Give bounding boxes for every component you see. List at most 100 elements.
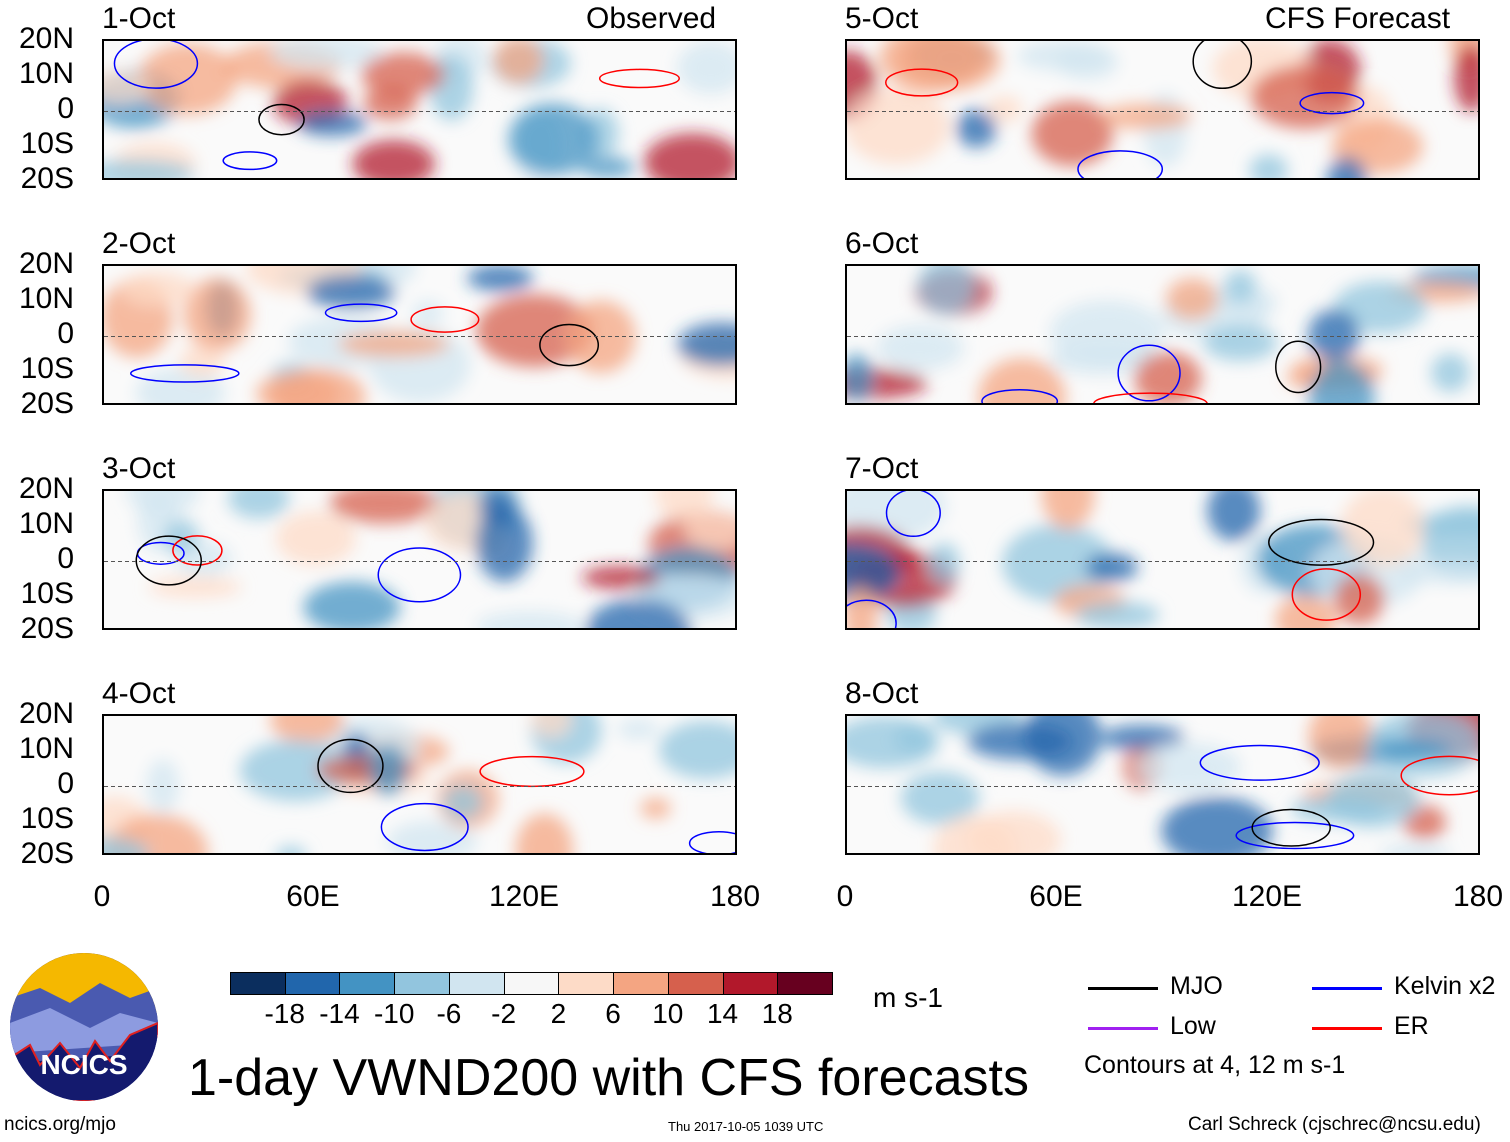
- contour-line: [598, 68, 680, 89]
- contour-note: Contours at 4, 12 m s-1: [1084, 1051, 1346, 1079]
- anomaly-region: [475, 611, 585, 628]
- map-panel: [845, 39, 1480, 180]
- colorbar-label: 6: [605, 998, 621, 1029]
- contour-line: [1299, 91, 1365, 115]
- legend-label: Kelvin x2: [1394, 972, 1496, 1000]
- contour-line: [324, 303, 398, 323]
- anomaly-region: [1074, 601, 1160, 628]
- contour-line: [222, 151, 278, 171]
- lat-tick-label: 20S: [20, 162, 74, 195]
- lat-tick-label: 20N: [18, 697, 74, 730]
- anomaly-region: [1249, 154, 1288, 178]
- figure-title: 1-day VWND200 with CFS forecasts: [188, 1049, 1029, 1107]
- lon-tick-label: 120E: [1231, 880, 1303, 913]
- anomaly-region: [338, 330, 450, 358]
- anomaly-region: [1454, 44, 1478, 112]
- anomaly-region: [896, 41, 1001, 90]
- contour-line: [317, 738, 384, 794]
- contour-line: [688, 830, 735, 853]
- anomaly-region: [493, 41, 544, 84]
- anomaly-region: [640, 797, 672, 819]
- anomaly-region: [1136, 742, 1241, 793]
- anomaly-region: [475, 504, 533, 582]
- colorbar-swatch: [339, 972, 396, 995]
- lat-tick-label: 10N: [18, 507, 74, 540]
- panel-date-label: 4-Oct: [102, 677, 176, 710]
- colorbar-swatch: [448, 972, 505, 995]
- contour-line: [113, 41, 199, 89]
- lat-tick-label: 0: [57, 542, 74, 575]
- anomaly-region: [179, 345, 225, 378]
- lat-tick-label: 20N: [18, 472, 74, 505]
- legend-line-swatch: [1088, 987, 1158, 990]
- contour-line: [847, 599, 897, 628]
- anomaly-region: [1031, 101, 1114, 167]
- contour-line: [130, 364, 240, 383]
- anomaly-region: [580, 156, 635, 178]
- contour-line: [135, 535, 202, 586]
- logo-text: NCICS: [40, 1049, 128, 1080]
- anomaly-region: [475, 294, 593, 368]
- legend-label: ER: [1394, 1012, 1429, 1040]
- url-link[interactable]: ncics.org/mjo: [4, 1114, 116, 1135]
- contour-line: [539, 323, 600, 367]
- anomaly-region: [1166, 277, 1219, 321]
- lon-tick-label: 0: [836, 880, 854, 913]
- panel-date-label: 5-Oct: [845, 2, 919, 35]
- lat-tick-label: 0: [57, 317, 74, 350]
- lat-tick-label: 20N: [18, 22, 74, 55]
- anomaly-region: [658, 720, 735, 779]
- lon-tick-label: 60E: [286, 880, 340, 913]
- anomaly-region: [121, 271, 195, 307]
- anomaly-region: [1431, 353, 1470, 393]
- anomaly-region: [255, 372, 340, 403]
- anomaly-region: [1333, 281, 1427, 334]
- anomaly-region: [352, 139, 436, 178]
- colorbar-swatch: [558, 972, 615, 995]
- anomaly-region: [442, 784, 484, 820]
- contour-line: [1251, 808, 1331, 847]
- anomaly-region: [1326, 156, 1368, 178]
- lat-tick-label: 10S: [20, 127, 74, 160]
- colorbar-label: -2: [491, 998, 517, 1029]
- anomaly-region: [530, 716, 573, 738]
- map-panel: [102, 714, 737, 855]
- colorbar-label: -10: [373, 998, 415, 1029]
- panel-date-label: 3-Oct: [102, 452, 176, 485]
- anomaly-region: [1016, 41, 1109, 72]
- lat-tick-label: 10S: [20, 577, 74, 610]
- anomaly-region: [1085, 552, 1138, 582]
- colorbar-swatch: [503, 972, 560, 995]
- anomaly-region: [1326, 772, 1420, 828]
- legend-label: MJO: [1170, 972, 1223, 1000]
- anomaly-region: [565, 300, 636, 374]
- anomaly-region: [1161, 796, 1273, 853]
- anomaly-region: [1341, 491, 1425, 567]
- anomaly-region: [276, 846, 306, 853]
- anomaly-region: [655, 491, 714, 523]
- anomaly-region: [515, 813, 573, 853]
- colorbar-swatch: [613, 972, 669, 995]
- contour-line: [479, 755, 585, 788]
- anomaly-region: [847, 87, 950, 165]
- lon-tick-label: 120E: [488, 880, 560, 913]
- anomaly-region: [978, 358, 1066, 403]
- lat-tick-label: 10N: [18, 732, 74, 765]
- map-panel: [845, 489, 1480, 630]
- anomaly-region: [104, 159, 195, 178]
- map-panel: [102, 489, 737, 630]
- panel-date-label: 8-Oct: [845, 677, 919, 710]
- contour-line: [981, 388, 1059, 403]
- anomaly-region: [508, 103, 598, 176]
- anomaly-region: [1308, 309, 1360, 362]
- anomaly-region: [1224, 269, 1257, 303]
- anomaly-region: [269, 41, 383, 70]
- colorbar-swatch: [394, 972, 450, 995]
- colorbar-swatch: [777, 972, 833, 995]
- colorbar-swatch: [284, 972, 341, 995]
- contour-line: [885, 68, 959, 97]
- contour-line: [1192, 41, 1253, 90]
- map-panel: [102, 264, 737, 405]
- panel-date-label: 2-Oct: [102, 227, 176, 260]
